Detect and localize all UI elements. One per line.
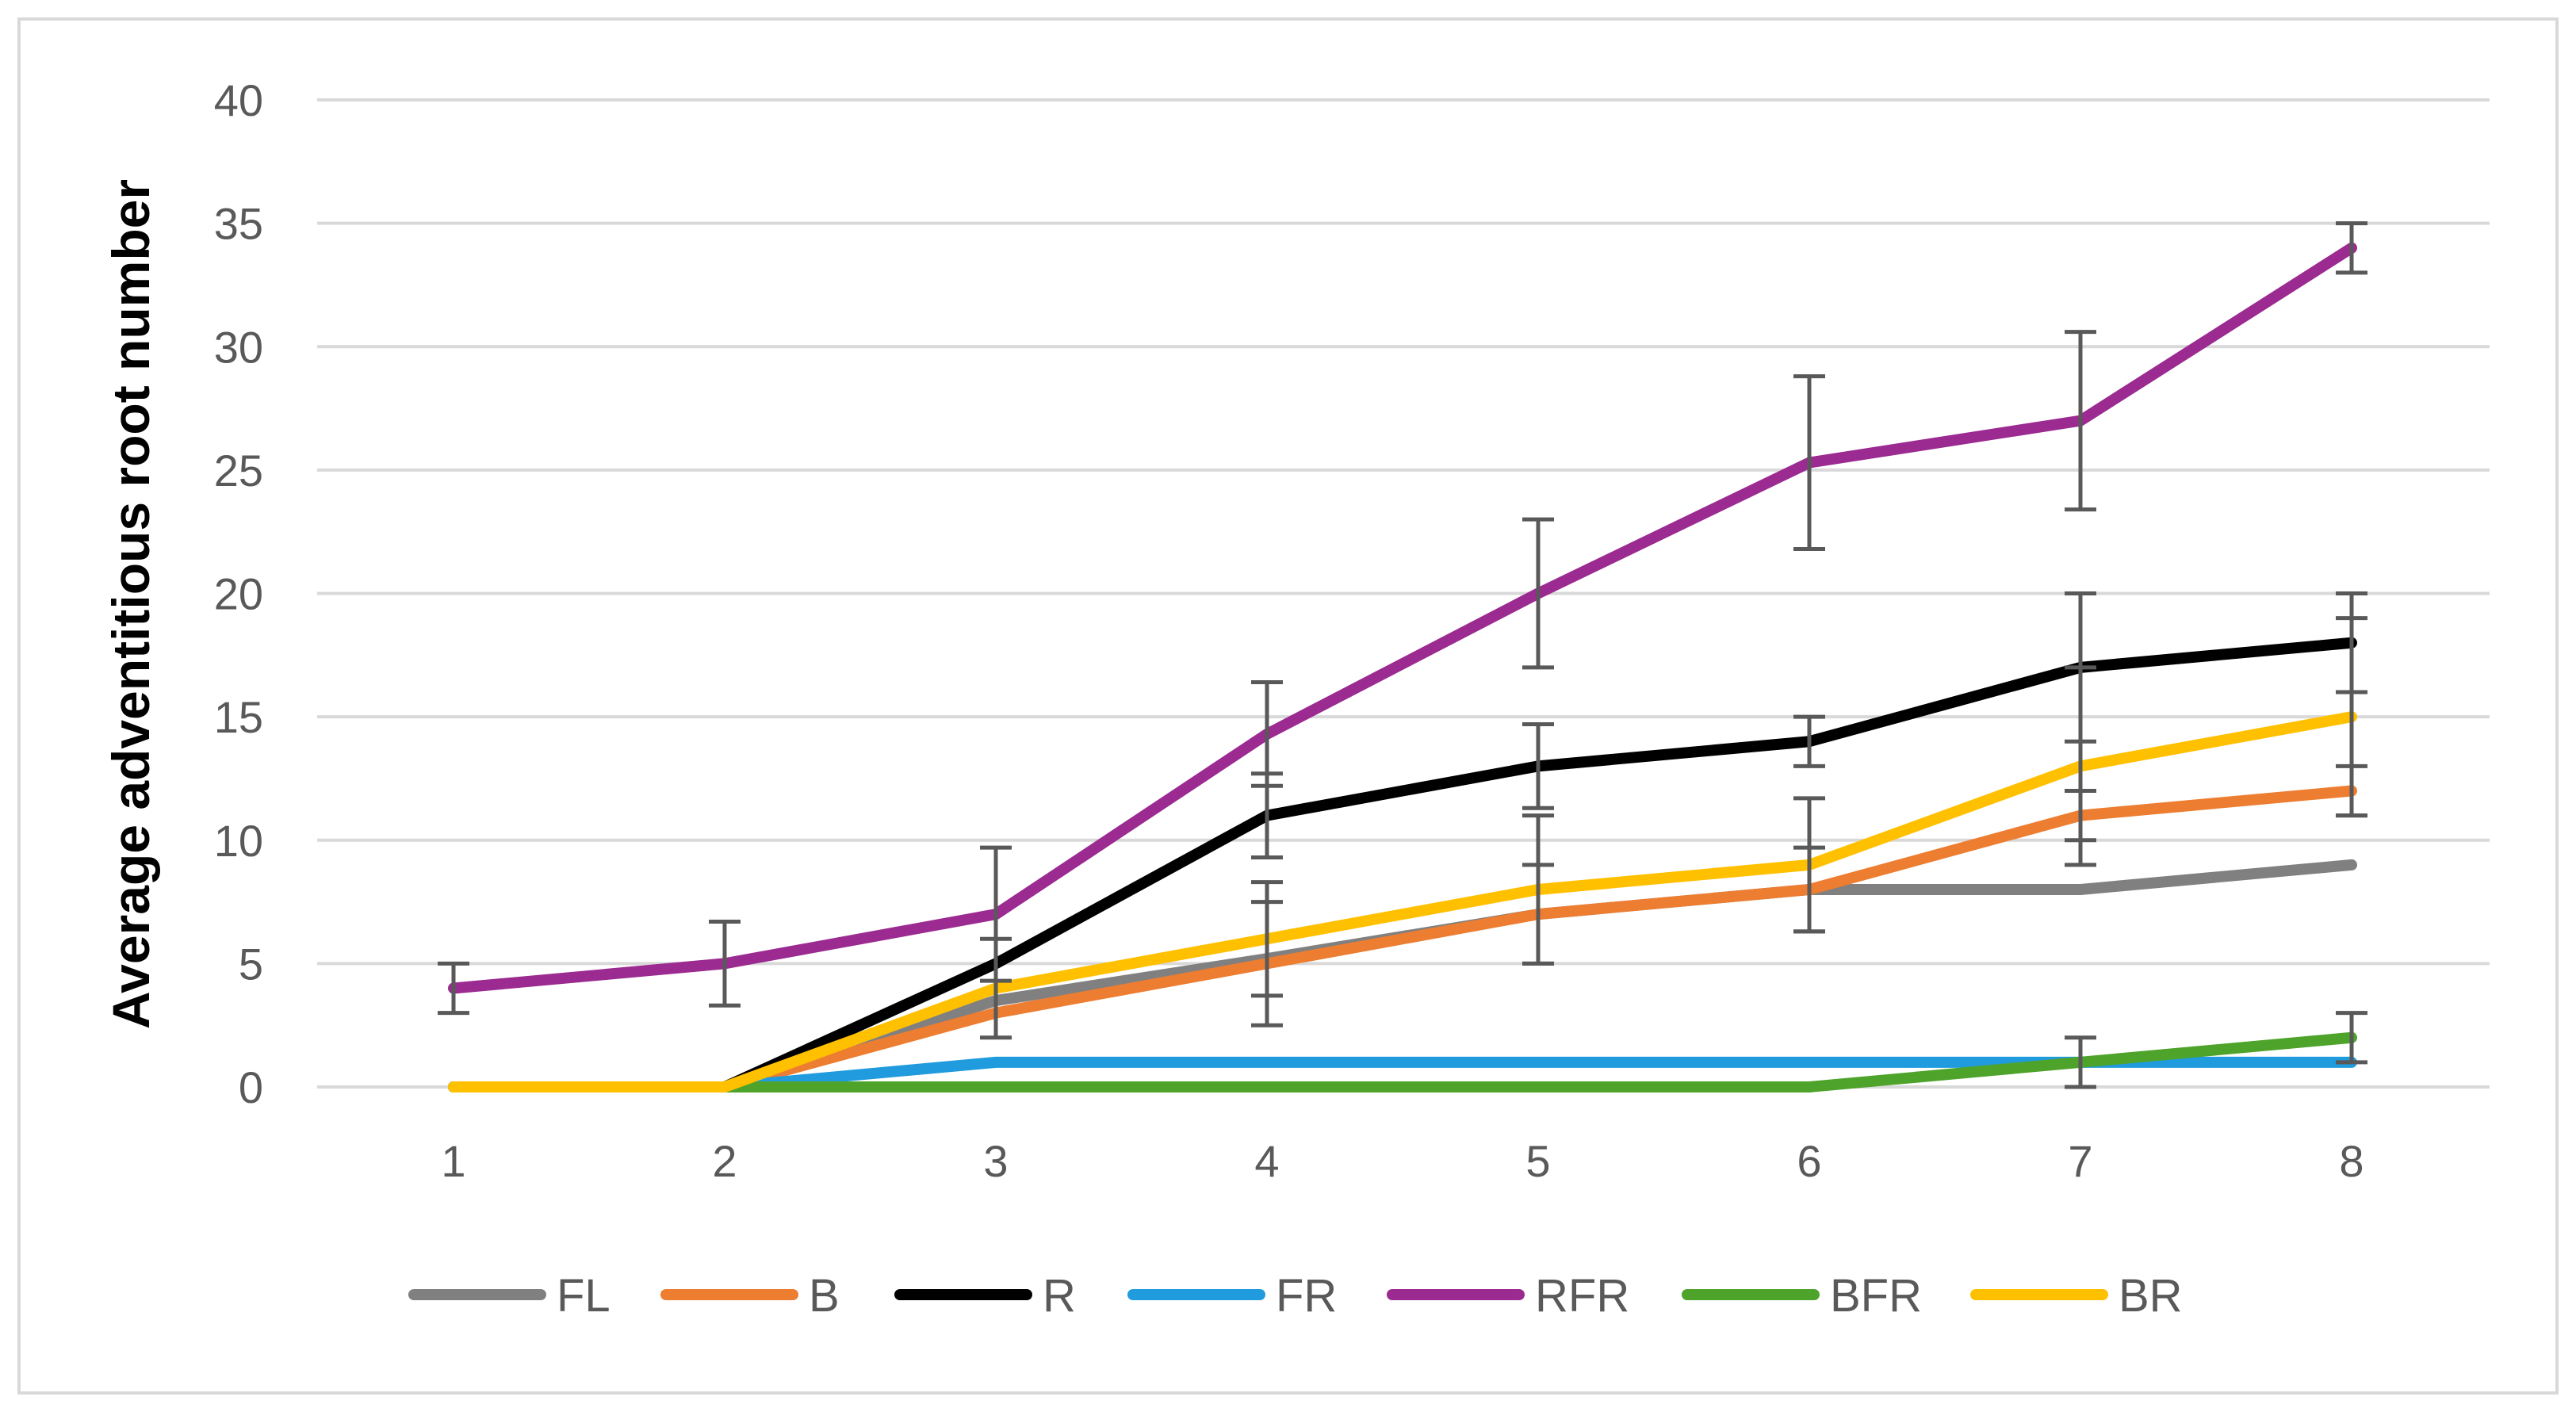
x-tick-label: 8 bbox=[2339, 1136, 2364, 1186]
y-tick-label: 0 bbox=[239, 1062, 263, 1112]
x-tick-label: 3 bbox=[983, 1136, 1008, 1186]
legend-label-br: BR bbox=[2119, 1270, 2183, 1322]
x-tick-label: 2 bbox=[712, 1136, 737, 1186]
error-bars bbox=[438, 221, 2367, 1089]
legend-label-bfr: BFR bbox=[1830, 1270, 1922, 1322]
y-tick-label: 20 bbox=[214, 569, 263, 619]
legend-label-rfr: RFR bbox=[1535, 1270, 1629, 1322]
series-line-br bbox=[448, 711, 2357, 1092]
legend-label-b: B bbox=[809, 1270, 840, 1322]
x-tick-label: 7 bbox=[2068, 1136, 2092, 1186]
x-tick-label: 5 bbox=[1525, 1136, 1550, 1186]
chart-frame bbox=[17, 17, 2559, 1395]
x-tick-labels: 1 2 3 4 5 6 7 8 bbox=[441, 1136, 2364, 1186]
series-line-rfr bbox=[448, 242, 2357, 994]
legend: FL B R FR RFR BFR BR bbox=[408, 1270, 2183, 1322]
series-line-b bbox=[448, 785, 2357, 1092]
y-tick-label: 35 bbox=[214, 199, 263, 249]
legend-label-fl: FL bbox=[557, 1270, 611, 1322]
y-tick-labels: 0 5 10 15 20 25 30 35 40 bbox=[214, 75, 263, 1112]
y-tick-label: 40 bbox=[214, 75, 263, 125]
series-line-bfr bbox=[448, 1031, 2357, 1092]
x-tick-label: 1 bbox=[441, 1136, 465, 1186]
y-axis-title: Average adventitious root number bbox=[101, 179, 160, 1029]
y-tick-label: 25 bbox=[214, 446, 263, 496]
legend-label-fr: FR bbox=[1276, 1270, 1337, 1322]
y-tick-label: 15 bbox=[214, 692, 263, 742]
y-tick-label: 5 bbox=[239, 939, 263, 989]
series-lines bbox=[448, 242, 2357, 1092]
y-tick-label: 10 bbox=[214, 816, 263, 866]
series-line-fl bbox=[448, 859, 2357, 1092]
legend-label-r: R bbox=[1043, 1270, 1076, 1322]
y-tick-label: 30 bbox=[214, 322, 263, 372]
x-tick-label: 6 bbox=[1797, 1136, 1821, 1186]
x-tick-label: 4 bbox=[1254, 1136, 1279, 1186]
